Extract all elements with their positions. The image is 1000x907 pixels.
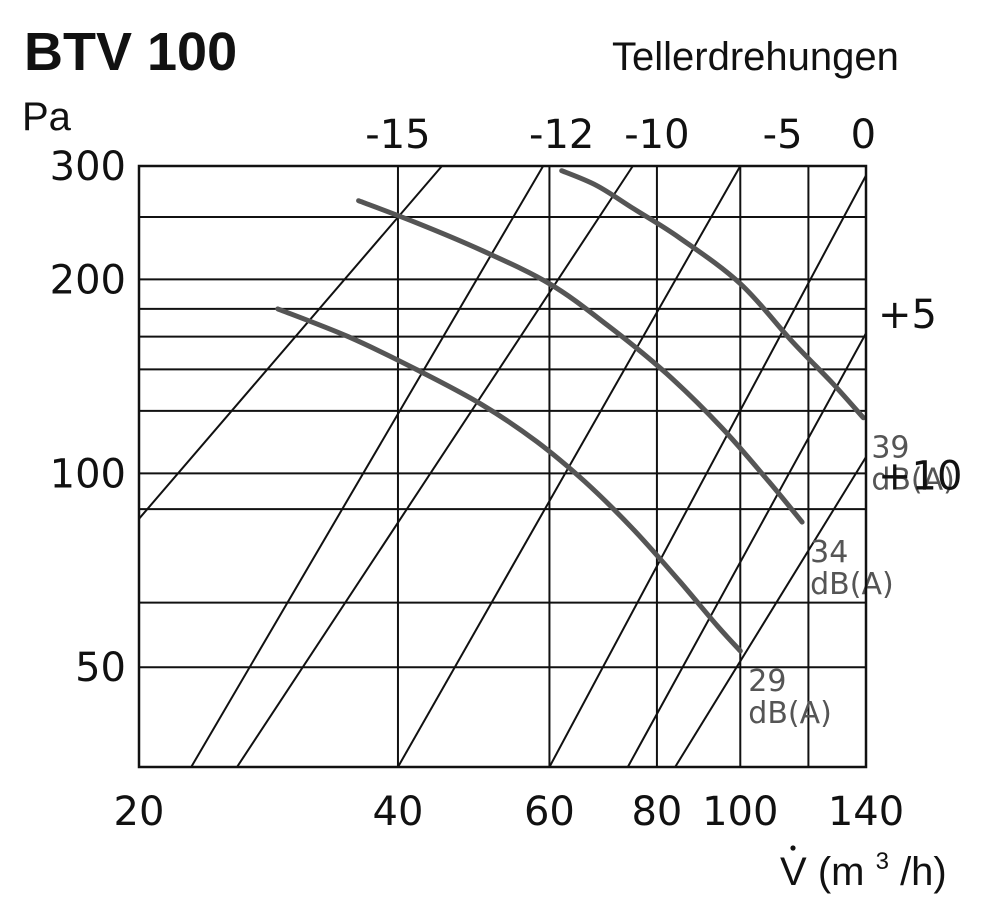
turn-line [138,165,443,520]
turn-label-top: -15 [365,112,430,158]
turn-lines [138,165,867,768]
turn-line [674,456,867,768]
x-axis-label-suffix: /h) [900,850,947,894]
turn-line [236,165,634,768]
series-line [356,198,805,525]
y-axis-label: Pa [22,95,72,139]
series-label: 29 [748,664,786,699]
x-tick-label: 140 [828,789,904,835]
plot-frame [137,164,868,769]
x-axis-label-sup: 3 [876,848,889,875]
series-line [559,168,866,421]
turn-label-top: 0 [851,112,876,158]
y-tick-label: 50 [75,645,126,691]
x-axis-label-dot [790,845,796,851]
y-tick-label: 200 [50,257,126,303]
series-label-unit: dB(A) [871,463,955,498]
x-tick-label: 60 [524,789,575,835]
y-tick-label: 300 [50,144,126,190]
turn-line [548,175,867,768]
series-label: 39 [871,431,909,466]
x-tick-label: 40 [373,789,424,835]
x-tick-label: 20 [114,789,165,835]
x-axis-label-symbol: V [780,850,807,894]
x-tick-label: 80 [631,789,682,835]
tick-labels: 20 40 60 80 100 140 300 200 100 50 -15 -12 -10 -5 0 +5 +… [50,112,963,835]
top-axis-label: Tellerdrehungen [612,35,899,79]
turn-label-top: -5 [763,112,803,158]
chart-title: BTV 100 [24,22,237,82]
x-axis-label-units: (m [818,850,865,894]
grid [139,166,866,767]
turn-label-right: +5 [878,292,937,338]
series-label: 34 [810,535,848,570]
series-line [275,306,743,654]
turn-label-top: -12 [529,112,594,158]
turn-label-top: -10 [624,112,689,158]
y-tick-label: 100 [50,451,126,497]
series-label-unit: dB(A) [748,696,832,731]
turn-label-right: +10 [878,453,962,499]
turn-line [190,165,545,768]
x-axis-label: V (m 3 /h) [780,834,947,894]
series-label-unit: dB(A) [810,567,894,602]
turn-line [626,332,867,768]
x-tick-label: 100 [702,789,778,835]
